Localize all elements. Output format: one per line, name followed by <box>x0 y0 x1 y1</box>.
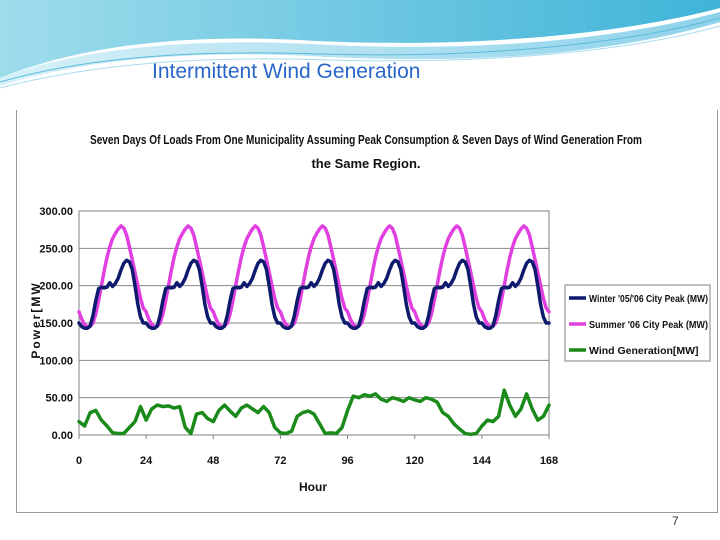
legend-label: Summer '06 City Peak (MW) <box>589 319 708 331</box>
legend-item-summer: Summer '06 City Peak (MW) <box>569 319 708 331</box>
summer-load-line <box>77 224 551 329</box>
x-tick-label: 0 <box>76 455 82 467</box>
y-tick-label: 150.00 <box>39 318 73 330</box>
legend: Winter '05/'06 City Peak (MW) Summer '06 … <box>564 284 711 362</box>
x-tick-label: 168 <box>540 455 558 467</box>
x-tick-label: 144 <box>473 455 492 467</box>
chart-frame <box>16 110 718 513</box>
legend-item-wind: Wind Generation[MW] <box>569 345 699 357</box>
y-tick-label: 250.00 <box>39 243 73 255</box>
chart-title-line2: the Same Region. <box>311 156 420 171</box>
series-lines <box>77 224 551 437</box>
header-wave-decoration <box>0 0 720 89</box>
x-axis-ticks: 0 24 48 72 96 120 144 168 <box>76 435 558 467</box>
legend-item-winter: Winter '05/'06 City Peak (MW) <box>569 293 708 305</box>
x-axis-title: Hour <box>299 480 327 494</box>
x-tick-label: 24 <box>140 455 153 467</box>
slide-title: Intermittent Wind Generation <box>152 60 421 83</box>
winter-load-line <box>77 258 551 330</box>
wind-generation-line <box>77 388 551 437</box>
y-tick-label: 50.00 <box>45 393 73 405</box>
y-tick-label: 300.00 <box>39 206 73 218</box>
legend-box <box>564 284 711 362</box>
page-number: 7 <box>672 514 679 528</box>
x-tick-label: 48 <box>207 455 219 467</box>
y-tick-label: 0.00 <box>52 430 73 442</box>
x-tick-label: 96 <box>341 455 353 467</box>
legend-label: Winter '05/'06 City Peak (MW) <box>589 293 708 305</box>
legend-label: Wind Generation[MW] <box>589 345 699 357</box>
x-tick-label: 72 <box>274 455 286 467</box>
y-tick-label: 200.00 <box>39 281 73 293</box>
y-axis-ticks: 0.00 50.00 100.00 150.00 200.00 250.00 300.00 <box>39 206 73 442</box>
x-tick-label: 120 <box>406 455 424 467</box>
y-axis-title: Power[MW <box>29 281 43 358</box>
y-tick-label: 100.00 <box>39 355 73 367</box>
chart-title-line1: Seven Days Of Loads From One Municipalit… <box>90 132 642 147</box>
